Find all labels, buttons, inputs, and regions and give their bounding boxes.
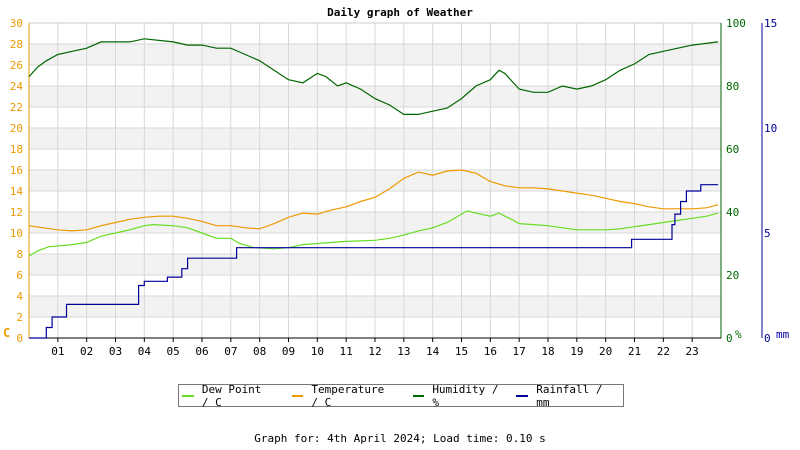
- series-line-humidity: [28, 38, 719, 116]
- x-tick-label: 12: [368, 345, 381, 358]
- left-tick-label: 2: [16, 311, 23, 324]
- left-tick-label: 22: [10, 101, 23, 114]
- x-tick-label: 11: [340, 345, 353, 358]
- rainfall-tick-label: 0: [764, 332, 771, 345]
- x-tick-label: 01: [51, 345, 64, 358]
- rainfall-axis-ticks: 0 5 10 15: [764, 17, 777, 345]
- humidity-tick-label: 20: [726, 269, 739, 282]
- humidity-tick-label: 0: [726, 332, 733, 345]
- left-tick-label: 8: [16, 248, 23, 261]
- left-tick-label: 14: [10, 185, 24, 198]
- humidity-tick-label: 100: [726, 17, 746, 30]
- legend-swatch-temperature: [291, 394, 304, 397]
- legend-label-humidity: Humidity / %: [432, 382, 499, 409]
- left-tick-label: 4: [16, 290, 23, 303]
- rainfall-tick-label: 10: [764, 122, 777, 135]
- x-tick-label: 04: [138, 345, 152, 358]
- left-tick-label: 28: [10, 38, 23, 51]
- legend-item-rainfall: Rainfall / mm: [516, 383, 609, 409]
- x-tick-label: 16: [484, 345, 497, 358]
- left-tick-label: 18: [10, 143, 23, 156]
- x-tick-label: 22: [657, 345, 670, 358]
- rainfall-tick-label: 15: [764, 17, 777, 30]
- series-line-rainfall: [29, 184, 719, 339]
- left-tick-label: 26: [10, 59, 23, 72]
- humidity-axis-ticks: 0 20 40 60 80 100: [726, 17, 746, 345]
- legend-swatch-dew-point: [182, 394, 194, 397]
- x-tick-label: 07: [224, 345, 237, 358]
- x-tick-label: 08: [253, 345, 266, 358]
- x-tick-label: 06: [195, 345, 208, 358]
- left-tick-label: 12: [10, 206, 23, 219]
- legend-item-temperature: Temperature / C: [291, 382, 396, 409]
- left-tick-label: 20: [10, 122, 23, 135]
- graph-footer: Graph for: 4th April 2024; Load time: 0.…: [254, 432, 546, 445]
- legend-swatch-rainfall: [516, 394, 529, 397]
- humidity-tick-label: 80: [726, 80, 739, 93]
- x-axis-ticks: 01 02 03 04 05 06 07 08 09 10 11 12 13 14 15 16 17 18 19 20…: [51, 338, 699, 358]
- chart-title: Daily graph of Weather: [327, 6, 473, 19]
- x-tick-label: 10: [311, 345, 324, 358]
- x-tick-label: 23: [686, 345, 699, 358]
- humidity-tick-label: 40: [726, 206, 739, 219]
- legend-swatch-humidity: [412, 394, 425, 397]
- x-tick-label: 15: [455, 345, 468, 358]
- series-line-dew-point: [28, 210, 719, 257]
- x-tick-label: 02: [80, 345, 93, 358]
- series-line-temperature: [28, 169, 719, 232]
- x-tick-label: 20: [599, 345, 612, 358]
- left-tick-label: 16: [10, 164, 23, 177]
- x-tick-label: 09: [282, 345, 295, 358]
- humidity-axis-unit: %: [735, 328, 742, 341]
- rainfall-tick-label: 5: [764, 227, 771, 240]
- x-tick-label: 18: [541, 345, 554, 358]
- rainfall-axis-unit: mm: [776, 328, 790, 341]
- legend-item-dew-point: Dew Point / C: [182, 383, 275, 409]
- legend-item-humidity: Humidity / %: [412, 382, 500, 409]
- left-tick-label: 10: [10, 227, 23, 240]
- x-tick-label: 13: [397, 345, 410, 358]
- left-tick-label: 30: [10, 17, 23, 30]
- left-tick-label: 24: [10, 80, 24, 93]
- series-lines: [28, 38, 719, 339]
- legend-label-temperature: Temperature / C: [311, 382, 385, 409]
- x-tick-label: 03: [109, 345, 122, 358]
- left-tick-label: 0: [16, 332, 23, 345]
- x-tick-label: 05: [167, 345, 180, 358]
- humidity-tick-label: 60: [726, 143, 739, 156]
- left-axis-unit: C: [3, 326, 11, 340]
- x-tick-label: 19: [570, 345, 583, 358]
- x-tick-label: 21: [628, 345, 641, 358]
- x-tick-label: 14: [426, 345, 440, 358]
- left-tick-label: 6: [16, 269, 23, 282]
- legend: Dew Point / C Temperature / C Humidity /…: [178, 382, 624, 409]
- legend-label-dew-point: Dew Point / C: [201, 382, 262, 409]
- legend-label-rainfall: Rainfall / mm: [536, 382, 603, 409]
- x-tick-label: 17: [513, 345, 526, 358]
